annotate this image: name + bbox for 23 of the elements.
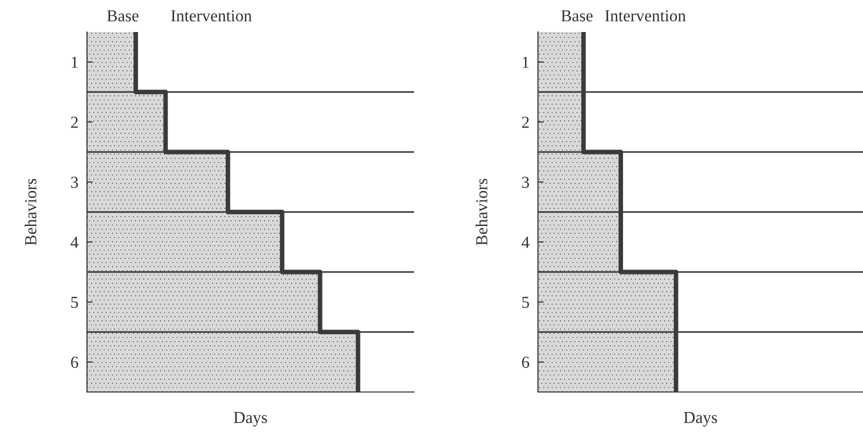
y-tick-label: 5 [71,296,78,308]
y-axis-title: Behaviors [476,178,488,246]
text: Intervention [171,10,252,22]
y-axis-title: Behaviors [24,178,36,246]
y-tick-label: 4 [522,236,530,248]
y-tick-label: 6 [71,356,78,368]
text: Base [107,10,138,22]
text: Intervention [605,10,686,22]
y-tick-label: 2 [71,116,78,128]
x-axis-title: Days [234,412,268,427]
bar [87,332,358,392]
text: Base [561,10,593,22]
bar [87,152,228,212]
bar [87,32,136,92]
x-axis-title: Days [684,412,718,427]
y-tick-label: 1 [72,56,78,68]
y-tick-label: 5 [522,296,530,308]
y-tick-label: 6 [522,356,530,368]
y-tick-label: 2 [522,116,529,128]
y-tick-label: 4 [70,236,78,248]
y-tick-label: 3 [522,176,530,188]
y-tick-label: 1 [522,56,529,68]
y-tick-label: 3 [71,176,78,188]
